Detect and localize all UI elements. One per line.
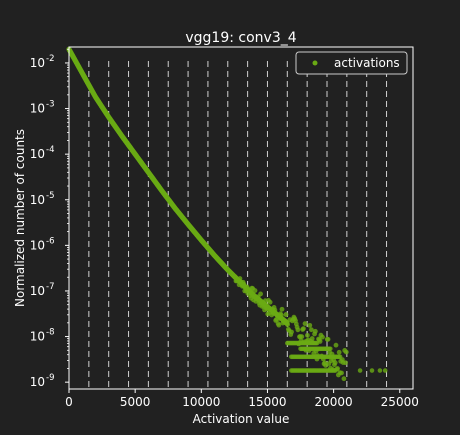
vertical-dashed-lines: [88, 61, 388, 389]
data-point: [312, 328, 318, 334]
data-point: [333, 342, 339, 348]
data-point: [252, 288, 258, 293]
y-tick-exponent: -6: [46, 236, 54, 246]
data-point: [382, 368, 388, 373]
data-point: [302, 321, 308, 327]
data-point: [279, 306, 285, 312]
x-axis-ticks: 0 5000 10000 15000 20000 25000: [65, 389, 419, 409]
data-point: [307, 322, 313, 328]
y-tick-exponent: -5: [46, 191, 54, 201]
data-point: [276, 322, 282, 328]
data-point: [308, 327, 314, 333]
data-point: [289, 329, 294, 335]
data-point: [309, 336, 315, 341]
data-point: [258, 291, 263, 297]
legend-box: [295, 51, 408, 75]
x-axis-label: Activation value: [193, 412, 290, 426]
data-point: [332, 360, 338, 366]
data-point: [314, 340, 320, 346]
y-tick-exponent: -9: [46, 373, 54, 383]
data-point: [264, 306, 270, 312]
y-tick-label: 10: [30, 375, 45, 389]
data-point: [295, 327, 301, 333]
data-point: [272, 307, 278, 313]
data-point: [339, 370, 344, 376]
y-tick-label: 10: [30, 330, 45, 344]
data-point: [343, 360, 348, 366]
data-point: [333, 368, 338, 373]
y-tick-label: 10: [30, 193, 45, 207]
data-point: [278, 312, 284, 318]
y-tick-exponent: -4: [46, 145, 54, 155]
legend: activations: [295, 51, 408, 75]
y-tick-label: 10: [30, 147, 45, 161]
data-point: [377, 368, 383, 373]
data-point: [305, 332, 310, 338]
data-point: [369, 368, 375, 373]
data-point: [337, 354, 343, 360]
y-tick-exponent: -2: [46, 54, 54, 64]
y-tick-exponent: -7: [46, 282, 54, 292]
y-tick-label: 10: [30, 56, 45, 70]
data-point: [343, 349, 349, 355]
y-tick-exponent: -8: [46, 328, 54, 338]
y-tick-label: 10: [30, 102, 45, 116]
data-point: [357, 368, 363, 373]
x-tick-label: 5000: [120, 395, 151, 409]
chart-title: vgg19: conv3_4: [185, 30, 296, 46]
data-point: [301, 326, 306, 332]
x-tick-label: 15000: [248, 395, 286, 409]
x-tick-label: 20000: [315, 395, 353, 409]
legend-marker: [312, 60, 318, 66]
y-tick-label: 10: [30, 284, 45, 298]
data-point: [341, 376, 347, 382]
x-tick-label: 10000: [182, 395, 220, 409]
data-point: [320, 334, 325, 340]
data-point: [285, 322, 290, 328]
y-tick-exponent: -3: [46, 100, 54, 110]
y-axis-label: Normalized number of counts: [13, 129, 27, 307]
x-tick-label: 25000: [381, 395, 419, 409]
data-point: [267, 299, 273, 305]
x-tick-label: 0: [65, 395, 73, 409]
data-point: [283, 312, 289, 317]
data-point: [336, 349, 342, 355]
data-point: [299, 334, 305, 340]
y-axis-ticks: 10-210-310-410-510-610-710-810-9: [30, 48, 69, 389]
y-tick-label: 10: [30, 238, 45, 252]
data-point: [328, 346, 333, 352]
legend-label: activations: [334, 56, 400, 70]
data-point: [325, 336, 331, 342]
